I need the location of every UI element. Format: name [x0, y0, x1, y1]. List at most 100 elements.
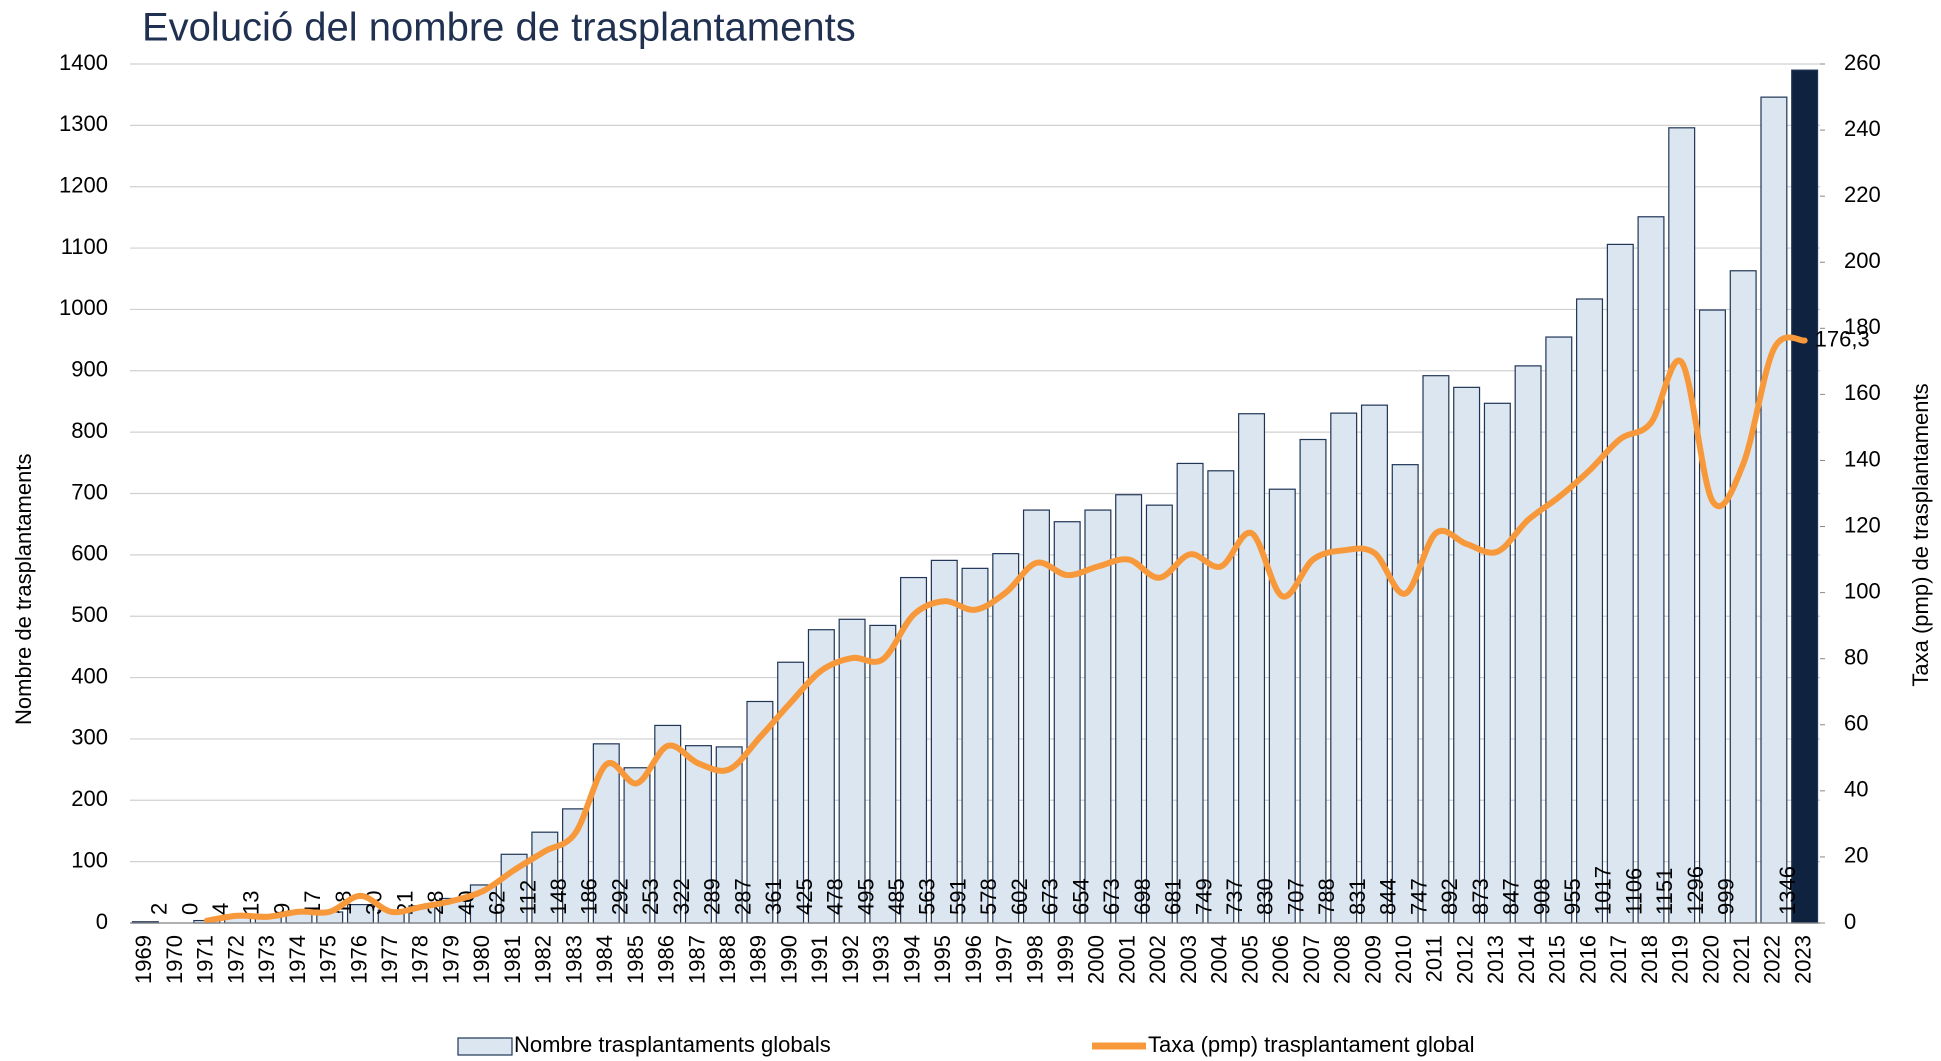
data-label: 289 [700, 878, 725, 915]
data-label: 4 [208, 903, 233, 915]
bar [1176, 462, 1204, 924]
legend-label: Taxa (pmp) trasplantament global [1148, 1032, 1475, 1057]
x-tick-label: 1997 [992, 935, 1017, 984]
x-tick-label: 2005 [1237, 935, 1262, 984]
y-tick-label: 500 [71, 602, 108, 627]
x-tick-label: 1972 [223, 935, 248, 984]
x-tick-label: 1987 [684, 935, 709, 984]
x-tick-label: 2002 [1145, 935, 1170, 984]
y-tick-label: 100 [71, 847, 108, 872]
x-tick-label: 1998 [1022, 935, 1047, 984]
x-tick-label: 2020 [1698, 935, 1723, 984]
x-tick-label: 1970 [162, 935, 187, 984]
bar [684, 745, 712, 924]
y2-axis-label: Taxa (pmp) de trasplantaments [1908, 383, 1933, 686]
bar [1391, 464, 1419, 924]
data-label: 1017 [1591, 866, 1616, 915]
data-label: 999 [1714, 878, 1739, 915]
y2-tick-label: 240 [1844, 116, 1881, 141]
data-label: 847 [1499, 878, 1524, 915]
legend-label: Nombre trasplantaments globals [514, 1032, 831, 1057]
data-label: 749 [1191, 878, 1216, 915]
x-tick-label: 1982 [531, 935, 556, 984]
x-tick-label: 2022 [1760, 935, 1785, 984]
x-tick-label: 1978 [408, 935, 433, 984]
x-tick-label: 2016 [1575, 935, 1600, 984]
data-label: 0 [177, 903, 202, 915]
data-label: 425 [792, 878, 817, 915]
bar [1238, 413, 1266, 924]
data-label: 591 [945, 878, 970, 915]
x-tick-label: 1985 [623, 935, 648, 984]
x-tick-label: 1983 [561, 935, 586, 984]
x-tick-label: 2023 [1790, 935, 1815, 984]
y2-tick-label: 140 [1844, 446, 1881, 471]
y-axis-label: Nombre de trasplantaments [11, 454, 36, 725]
data-label: 13 [239, 891, 264, 915]
line [203, 334, 1808, 924]
data-label: 112 [515, 880, 540, 915]
data-label: 578 [976, 878, 1001, 915]
x-tick-label: 1976 [346, 935, 371, 984]
bar [1268, 488, 1296, 924]
bar [900, 576, 928, 924]
bar [1360, 404, 1388, 924]
data-label: 681 [1161, 878, 1186, 915]
x-tick-label: 2004 [1207, 935, 1232, 984]
x-tick-label: 2019 [1668, 935, 1693, 984]
bar [1145, 504, 1173, 924]
y-tick-label: 900 [71, 357, 108, 382]
data-label: 844 [1376, 878, 1401, 915]
x-tick-label: 2014 [1514, 935, 1539, 984]
data-label: 654 [1068, 878, 1093, 915]
y-tick-label: 1000 [59, 295, 108, 320]
y2-tick-label: 0 [1844, 909, 1856, 934]
x-tick-label: 2015 [1545, 935, 1570, 984]
data-label: 2 [147, 903, 172, 915]
x-tick-label: 1994 [899, 935, 924, 984]
data-label: 707 [1283, 878, 1308, 915]
data-label: 1346 [1775, 866, 1800, 915]
data-label: 478 [823, 878, 848, 915]
legend-swatch [457, 1037, 513, 1056]
x-tick-label: 1979 [438, 935, 463, 984]
bar [1760, 96, 1788, 924]
data-label: 892 [1437, 878, 1462, 915]
data-label: 788 [1314, 878, 1339, 915]
y2-tick-label: 60 [1844, 711, 1868, 736]
x-tick-label: 2008 [1330, 935, 1355, 984]
bar [1053, 521, 1081, 924]
x-tick-label: 1993 [869, 935, 894, 984]
bar [838, 618, 866, 924]
data-label: 361 [761, 878, 786, 915]
x-tick-label: 1984 [592, 935, 617, 984]
data-label: 62 [485, 891, 510, 915]
bar [1576, 298, 1604, 924]
data-label: 698 [1130, 878, 1155, 915]
x-tick-label: 2010 [1391, 935, 1416, 984]
data-label: 908 [1529, 878, 1554, 915]
y-tick-label: 700 [71, 479, 108, 504]
y2-tick-label: 120 [1844, 512, 1881, 537]
x-tick-label: 2009 [1360, 935, 1385, 984]
bar [930, 559, 958, 924]
y2-tick-label: 80 [1844, 645, 1868, 670]
data-label: 737 [1222, 878, 1247, 915]
data-label: 673 [1099, 878, 1124, 915]
bar [1453, 386, 1481, 924]
data-label: 186 [577, 878, 602, 915]
bar [1637, 216, 1665, 924]
data-label: 253 [638, 878, 663, 915]
bar [1483, 402, 1511, 924]
x-tick-label: 1971 [193, 935, 218, 984]
y-tick-label: 1100 [61, 234, 108, 259]
x-tick-label: 1980 [469, 935, 494, 984]
bar [623, 767, 651, 924]
x-tick-label: 1992 [838, 935, 863, 984]
y-tick-label: 200 [71, 786, 108, 811]
y2-tick-label: 180 [1844, 314, 1881, 339]
bar [961, 567, 989, 924]
x-tick-label: 1981 [500, 935, 525, 984]
bar [1422, 375, 1450, 924]
